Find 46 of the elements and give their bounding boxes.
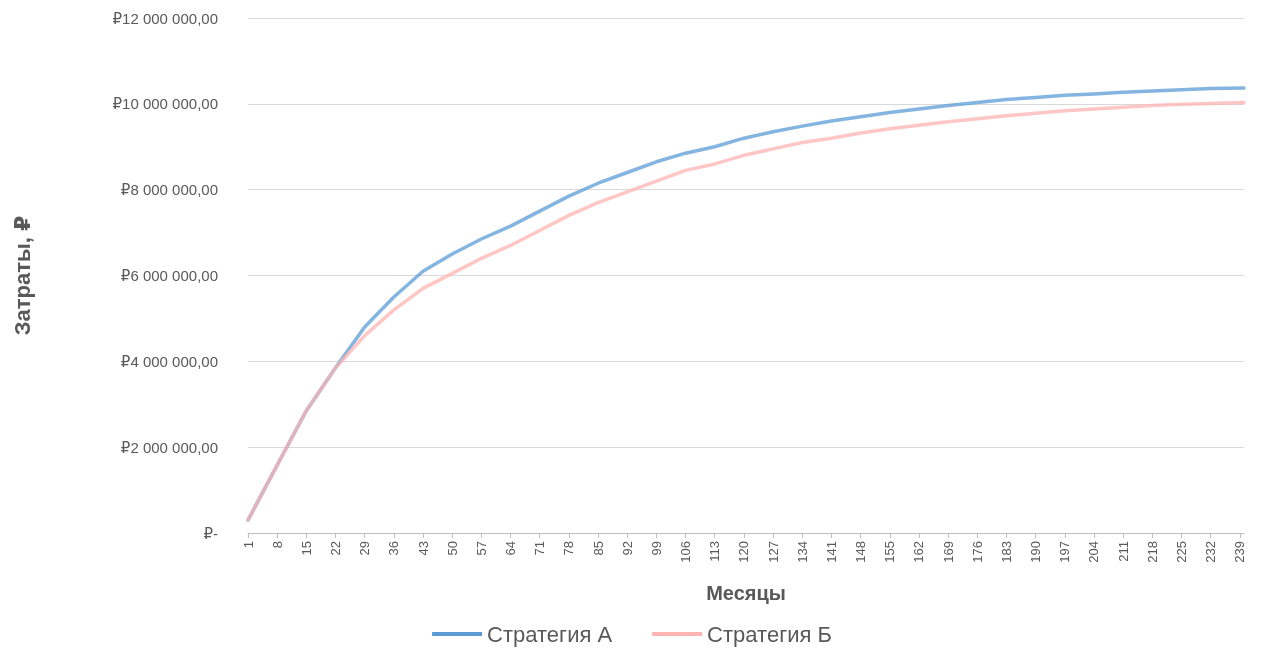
x-tick-label: 162 <box>911 541 927 563</box>
y-axis-title: Затраты, ₽ <box>9 215 35 336</box>
x-tick-label: 190 <box>1028 541 1044 563</box>
x-tick-label: 225 <box>1173 541 1189 563</box>
x-tick-label: 43 <box>415 541 431 556</box>
x-tick-label: 134 <box>794 541 810 563</box>
y-tick-label: ₽2 000 000,00 <box>120 438 218 456</box>
y-tick-label: ₽8 000 000,00 <box>120 181 218 199</box>
x-tick-label: 155 <box>882 541 898 563</box>
x-tick-label: 218 <box>1144 541 1160 563</box>
x-tick-label: 127 <box>765 541 781 563</box>
x-tick-label: 50 <box>444 541 460 556</box>
x-tick-label: 120 <box>736 541 752 563</box>
x-tick-label: 36 <box>386 541 402 556</box>
x-tick-label: 183 <box>998 541 1014 563</box>
x-axis-title: Месяцы <box>706 582 786 604</box>
x-tick-label: 99 <box>648 541 664 556</box>
x-tick-label: 71 <box>532 541 548 556</box>
x-tick-label: 1 <box>240 541 256 549</box>
y-tick-label: ₽4 000 000,00 <box>120 352 218 370</box>
y-tick-label: ₽6 000 000,00 <box>120 267 218 284</box>
x-tick-label: 141 <box>823 541 839 563</box>
x-tick-label: 239 <box>1232 541 1248 563</box>
x-tick-label: 29 <box>357 541 373 556</box>
x-tick-label: 176 <box>969 541 985 563</box>
x-tick-label: 15 <box>298 541 314 556</box>
x-tick-label: 57 <box>473 541 489 556</box>
x-tick-label: 204 <box>1086 541 1102 563</box>
x-tick-label: 22 <box>328 541 344 556</box>
x-tick-label: 92 <box>619 541 635 556</box>
y-tick-label: ₽12 000 000,00 <box>112 9 218 27</box>
x-tick-label: 85 <box>590 541 606 556</box>
x-tick-label: 197 <box>1057 541 1073 563</box>
y-tick-label: ₽10 000 000,00 <box>112 95 218 113</box>
x-tick-label: 211 <box>1115 541 1131 562</box>
legend-label: Стратегия Б <box>707 621 832 647</box>
x-tick-label: 148 <box>853 541 869 563</box>
x-tick-label: 169 <box>940 541 956 563</box>
x-tick-label: 106 <box>678 541 694 563</box>
x-tick-label: 64 <box>503 541 519 556</box>
x-tick-label: 8 <box>269 541 285 549</box>
x-tick-label: 113 <box>707 541 723 562</box>
x-tick-label: 78 <box>561 541 577 556</box>
legend-label: Стратегия А <box>487 621 613 647</box>
y-tick-label: ₽- <box>203 524 218 542</box>
x-tick-label: 232 <box>1203 541 1219 563</box>
